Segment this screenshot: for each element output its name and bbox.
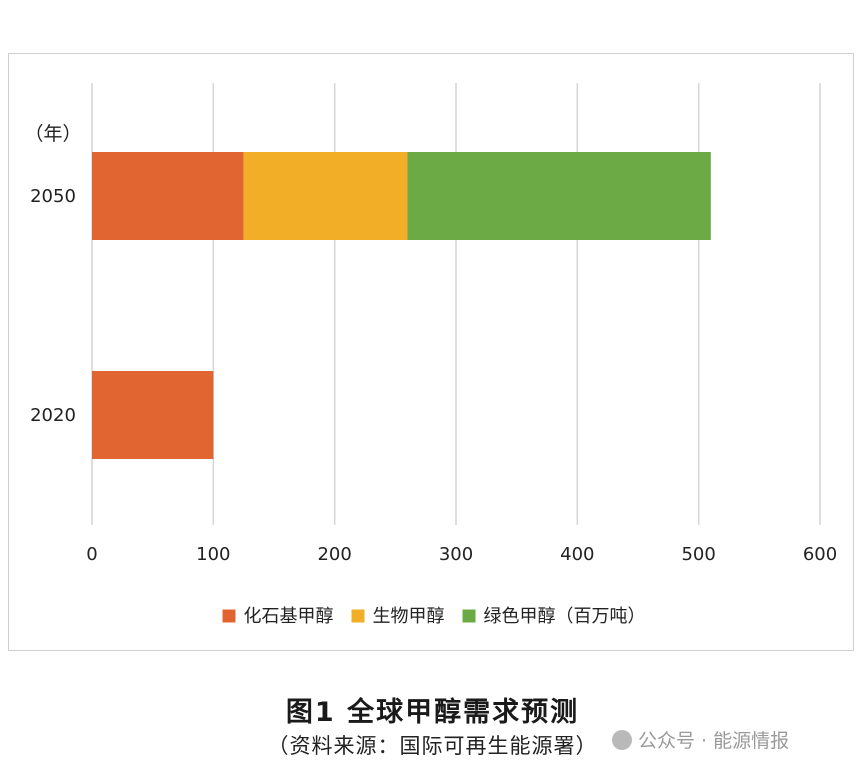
x-tick-label: 100 <box>196 544 230 565</box>
y-category-label: 2050 <box>30 186 76 207</box>
x-tick-label: 0 <box>86 544 97 565</box>
legend-swatch <box>351 609 365 623</box>
bar-segment <box>407 152 711 240</box>
figure-source: （资料来源：国际可再生能源署） <box>267 734 598 758</box>
y-axis-unit-label: （年） <box>24 123 81 145</box>
watermark-text: 公众号 · 能源情报 <box>638 730 790 752</box>
legend-label: 生物甲醇 <box>373 606 445 627</box>
bar-segment <box>92 152 244 240</box>
x-tick-label: 400 <box>560 544 594 565</box>
x-tick-label: 600 <box>803 544 837 565</box>
legend-swatch <box>222 609 236 623</box>
legend-label: 绿色甲醇（百万吨） <box>484 606 646 627</box>
bar-segment <box>92 371 214 459</box>
wechat-icon <box>612 729 632 750</box>
watermark: 公众号 · 能源情报 <box>612 726 789 753</box>
chart-frame <box>8 53 854 651</box>
bar-segment <box>243 152 408 240</box>
legend-label: 化石基甲醇 <box>244 606 334 627</box>
x-tick-label: 500 <box>681 544 715 565</box>
x-tick-label: 200 <box>317 544 351 565</box>
figure-title: 图1 全球甲醇需求预测 <box>285 697 580 728</box>
y-category-label: 2020 <box>30 405 76 426</box>
x-tick-label: 300 <box>439 544 473 565</box>
legend-swatch <box>462 609 476 623</box>
